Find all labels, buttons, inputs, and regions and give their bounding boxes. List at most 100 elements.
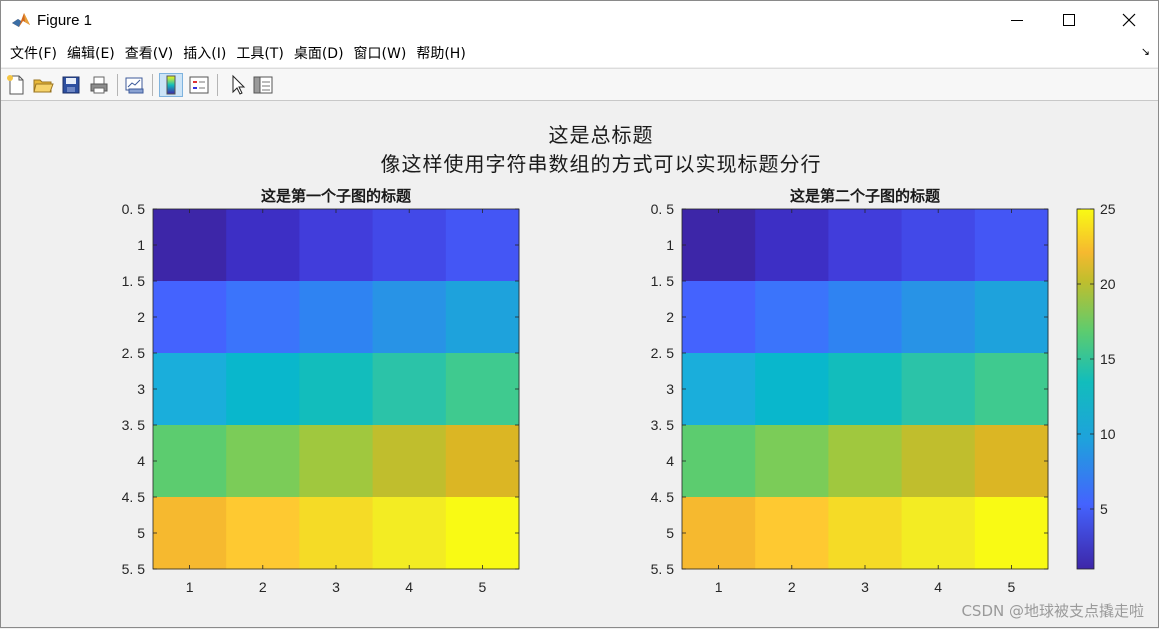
heatmap-cell: [226, 497, 300, 570]
figure-suptitle-line2: 像这样使用字符串数组的方式可以实现标题分行: [380, 152, 822, 176]
y-tick-label: 4. 5: [122, 489, 146, 505]
heatmap-cell: [226, 209, 300, 282]
edit-plot-button[interactable]: [225, 73, 249, 97]
heatmap-cell: [974, 281, 1049, 354]
menu-insert[interactable]: 插入(I): [183, 46, 227, 62]
menu-help[interactable]: 帮助(H): [416, 46, 466, 62]
x-tick-label: 1: [715, 579, 723, 595]
figure-suptitle-line1: 这是总标题: [548, 123, 654, 147]
property-inspector-icon: [253, 76, 273, 94]
heatmap-cell: [153, 425, 227, 498]
y-tick-label: 4: [666, 453, 674, 469]
plots-svg: 1 2 3 4 5 0. 5 1 1. 5 2 2. 5 3 3. 5 4 4. 5 5 5. 5 这是第一个子…: [122, 187, 1116, 595]
y-tick-label: 2: [137, 309, 145, 325]
heatmap-cell: [445, 497, 520, 570]
link-plot-icon: [125, 77, 144, 94]
figure-toolbar: [1, 68, 1158, 101]
heatmap-cell: [828, 209, 903, 282]
minimize-button[interactable]: [991, 1, 1043, 39]
colorbar-tick-label: 25: [1100, 201, 1116, 217]
x-tick-label: 5: [1008, 579, 1016, 595]
y-tick-label: 4. 5: [651, 489, 675, 505]
property-inspector-button[interactable]: [251, 73, 275, 97]
link-plot-button[interactable]: [123, 73, 147, 97]
maximize-button[interactable]: [1043, 1, 1095, 39]
figure-canvas: 这是总标题 像这样使用字符串数组的方式可以实现标题分行 1 2 3 4 5 0. 5 1 1.…: [1, 102, 1159, 629]
toolbar-separator: [152, 74, 153, 96]
colorbar-icon: [166, 75, 176, 95]
insert-colorbar-button[interactable]: [159, 73, 183, 97]
heatmap-cell: [372, 281, 447, 354]
heatmap-cell: [682, 497, 756, 570]
close-button[interactable]: [1103, 1, 1155, 39]
y-tick-label: 5. 5: [122, 561, 146, 577]
heatmap-cell: [299, 353, 374, 426]
heatmap-cell: [682, 281, 756, 354]
y-tick-label: 2: [666, 309, 674, 325]
heatmap-cell: [226, 281, 300, 354]
heatmap-cell: [372, 209, 447, 282]
pointer-arrow-icon: [232, 74, 246, 95]
insert-legend-button[interactable]: [187, 73, 211, 97]
heatmap-cell: [299, 497, 374, 570]
heatmap-cell: [445, 209, 520, 282]
y-tick-label: 2. 5: [651, 345, 675, 361]
heatmap-cell: [974, 425, 1049, 498]
heatmap-cell: [445, 353, 520, 426]
open-file-button[interactable]: [31, 73, 55, 97]
menu-view[interactable]: 查看(V): [124, 46, 174, 62]
heatmap-cell: [828, 353, 903, 426]
subplot-2[interactable]: 1 2 3 4 5 0. 5 1 1. 5 2 2. 5 3 3. 5 4 4. 5 5 5. 5 这是第二个子…: [651, 187, 1049, 595]
colorbar[interactable]: 5 10 15 20 25: [1076, 201, 1116, 570]
y-tick-label: 5: [666, 525, 674, 541]
x-tick-label: 1: [186, 579, 194, 595]
heatmap-cell: [153, 281, 227, 354]
colorbar-tick-label: 15: [1100, 351, 1116, 367]
menu-edit[interactable]: 编辑(E): [66, 46, 115, 62]
heatmap-cell: [682, 425, 756, 498]
y-tick-label: 0. 5: [122, 201, 146, 217]
x-tick-label: 4: [405, 579, 413, 595]
print-button[interactable]: [87, 73, 111, 97]
y-tick-label: 5. 5: [651, 561, 675, 577]
x-tick-label: 3: [861, 579, 869, 595]
x-tick-label: 2: [788, 579, 796, 595]
heatmap-cell: [901, 497, 976, 570]
heatmap-cell: [755, 353, 829, 426]
colorbar-tick-label: 5: [1100, 501, 1108, 517]
menu-window[interactable]: 窗口(W): [353, 46, 407, 62]
heatmap-cell: [153, 353, 227, 426]
window-title: Figure 1: [37, 11, 93, 29]
heatmap-cell: [299, 209, 374, 282]
matlab-logo-icon: [11, 10, 31, 30]
minimize-icon: [1011, 20, 1023, 21]
heatmap-cell: [682, 353, 756, 426]
x-tick-label: 3: [332, 579, 340, 595]
toolbar-separator: [117, 74, 118, 96]
heatmap-cell: [755, 209, 829, 282]
subplot-1[interactable]: 1 2 3 4 5 0. 5 1 1. 5 2 2. 5 3 3. 5 4 4. 5 5 5. 5 这是第一个子…: [122, 187, 520, 595]
maximize-icon: [1063, 14, 1075, 26]
toolbar-separator: [217, 74, 218, 96]
heatmap-cell: [901, 353, 976, 426]
watermark-text: CSDN @地球被支点撬走啦: [961, 602, 1144, 620]
save-icon: [62, 76, 80, 94]
heatmap-cell: [226, 425, 300, 498]
heatmap-cell: [901, 281, 976, 354]
printer-icon: [90, 76, 108, 94]
heatmap-cell: [153, 497, 227, 570]
menu-file[interactable]: 文件(F): [10, 46, 57, 62]
heatmap-cell: [372, 497, 447, 570]
dock-arrow-icon[interactable]: ↘: [1140, 45, 1150, 58]
y-tick-label: 1: [137, 237, 145, 253]
colorbar-gradient: [1076, 208, 1095, 570]
heatmap-cell: [299, 281, 374, 354]
save-button[interactable]: [59, 73, 83, 97]
heatmap-cell: [445, 281, 520, 354]
folder-open-icon: [33, 79, 54, 93]
menu-tools[interactable]: 工具(T): [236, 46, 284, 62]
legend-icon: [189, 76, 209, 94]
heatmap-cell: [372, 353, 447, 426]
menu-desktop[interactable]: 桌面(D): [293, 46, 344, 62]
new-figure-button[interactable]: [4, 73, 28, 97]
